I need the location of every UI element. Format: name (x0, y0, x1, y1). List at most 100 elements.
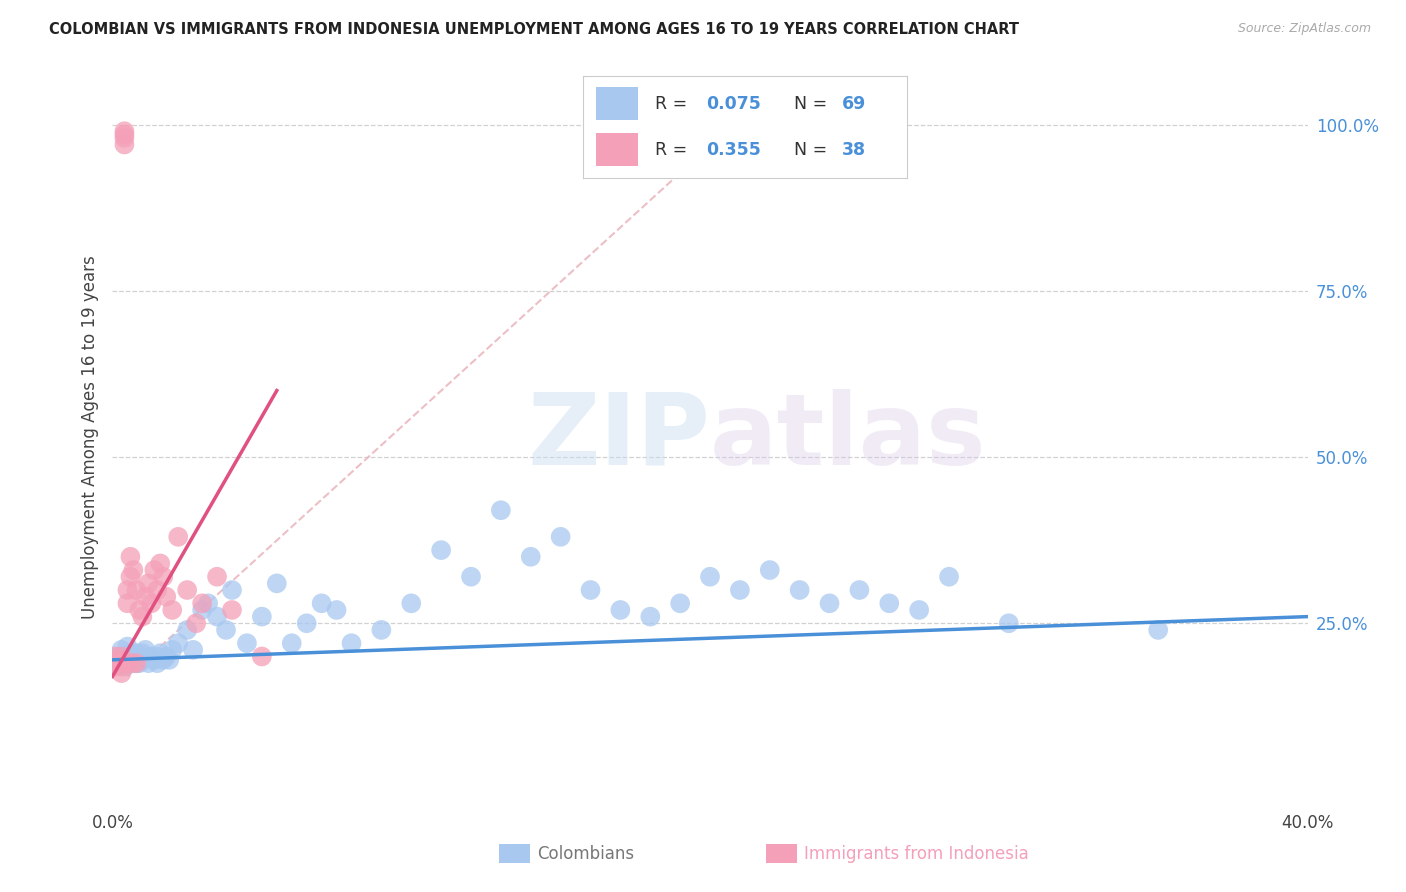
Point (998, 616, 1021, 631)
Point (205, 570, 228, 584)
FancyBboxPatch shape (596, 133, 638, 166)
Point (125, 582, 148, 597)
Point (191, 596, 214, 610)
Point (181, 643, 204, 657)
Point (122, 653, 145, 667)
Text: atlas: atlas (710, 389, 987, 485)
Text: Source: ZipAtlas.com: Source: ZipAtlas.com (1237, 22, 1371, 36)
Point (107, 649, 129, 664)
Point (120, 549, 142, 564)
Point (848, 582, 870, 597)
Text: N =: N = (793, 141, 832, 159)
Point (215, 623, 238, 637)
Point (104, 656, 127, 670)
Point (120, 653, 142, 667)
Point (134, 643, 156, 657)
Point (122, 649, 145, 664)
Point (125, 646, 148, 660)
Point (149, 557, 172, 571)
Point (120, 646, 142, 660)
Text: Immigrants from Indonesia: Immigrants from Indonesia (804, 845, 1029, 863)
Point (489, 503, 512, 517)
Point (107, 656, 129, 670)
Point (125, 656, 148, 670)
Point (114, 659, 135, 673)
Point (728, 582, 751, 597)
Point (128, 603, 150, 617)
FancyBboxPatch shape (596, 87, 638, 120)
Point (155, 590, 177, 604)
Point (120, 656, 142, 670)
Point (125, 656, 148, 670)
Text: COLOMBIAN VS IMMIGRANTS FROM INDONESIA UNEMPLOYMENT AMONG AGES 16 TO 19 YEARS CO: COLOMBIAN VS IMMIGRANTS FROM INDONESIA U… (49, 22, 1019, 37)
Text: 0.075: 0.075 (706, 95, 761, 112)
Point (579, 582, 602, 597)
Point (205, 609, 228, 624)
Text: 0.355: 0.355 (706, 141, 761, 159)
Point (114, 124, 135, 138)
Text: N =: N = (793, 95, 832, 112)
Point (221, 603, 243, 617)
Point (186, 616, 208, 631)
Text: 38: 38 (842, 141, 866, 159)
Point (114, 131, 135, 145)
Point (699, 570, 721, 584)
Point (325, 603, 347, 617)
Text: Colombians: Colombians (537, 845, 634, 863)
Point (110, 659, 132, 673)
Point (114, 649, 135, 664)
Point (141, 649, 163, 664)
Point (104, 659, 127, 673)
Point (114, 128, 135, 142)
Point (114, 137, 135, 152)
Point (131, 646, 153, 660)
Point (134, 590, 156, 604)
Point (146, 649, 169, 664)
Point (120, 570, 142, 584)
Point (131, 609, 153, 624)
Point (221, 582, 243, 597)
Point (250, 609, 273, 624)
Point (155, 649, 177, 664)
Point (128, 649, 150, 664)
Point (162, 603, 183, 617)
Point (117, 596, 139, 610)
Point (128, 656, 150, 670)
Y-axis label: Unemployment Among Ages 16 to 19 years: Unemployment Among Ages 16 to 19 years (80, 255, 98, 619)
Point (167, 530, 190, 544)
Point (146, 656, 169, 670)
Point (138, 576, 160, 591)
Point (117, 640, 139, 654)
Point (311, 596, 333, 610)
Text: ZIP: ZIP (527, 389, 710, 485)
Point (110, 656, 132, 670)
Point (609, 603, 631, 617)
Point (401, 596, 423, 610)
Point (908, 603, 931, 617)
Point (759, 563, 782, 577)
Point (176, 582, 198, 597)
Point (117, 649, 139, 664)
Point (138, 656, 160, 670)
Point (370, 623, 392, 637)
Point (176, 623, 198, 637)
Point (938, 570, 960, 584)
Point (879, 596, 901, 610)
Point (122, 656, 145, 670)
Point (152, 653, 174, 667)
Point (1147, 623, 1170, 637)
Point (117, 656, 139, 670)
Point (520, 549, 543, 564)
Point (430, 543, 453, 558)
Point (107, 653, 129, 667)
Point (295, 616, 318, 631)
Point (110, 649, 132, 664)
Point (143, 563, 166, 577)
Point (167, 636, 190, 650)
Point (460, 570, 482, 584)
Point (236, 636, 259, 650)
Point (104, 649, 127, 664)
Point (669, 596, 692, 610)
Point (143, 653, 166, 667)
Point (157, 653, 180, 667)
